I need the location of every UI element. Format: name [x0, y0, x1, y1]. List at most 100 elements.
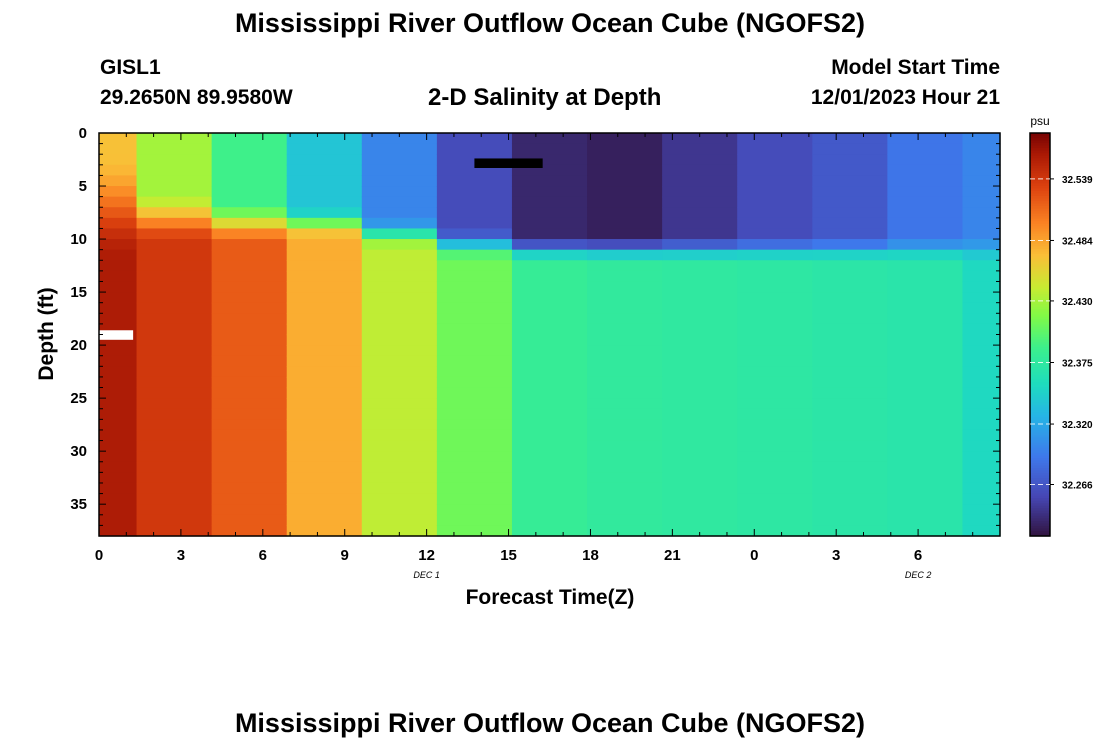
heatmap-cell — [99, 345, 138, 357]
colorbar-segment — [1030, 452, 1050, 456]
heatmap-cell — [136, 408, 213, 420]
heatmap-cell — [587, 249, 663, 261]
heatmap-cell — [737, 323, 813, 336]
colorbar-segment — [1030, 384, 1050, 388]
colorbar-segment — [1030, 480, 1050, 484]
heatmap-cell — [361, 398, 438, 410]
colorbar-unit-label: psu — [1030, 114, 1049, 128]
heatmap-cell — [662, 451, 738, 463]
heatmap-cell — [436, 292, 513, 304]
heatmap-cell — [587, 154, 663, 166]
colorbar-segment — [1030, 170, 1050, 174]
heatmap-cell — [587, 186, 663, 198]
heatmap-cell — [662, 175, 738, 187]
colorbar-segment — [1030, 478, 1050, 482]
heatmap-cell — [812, 249, 888, 261]
colorbar-segment — [1030, 505, 1050, 509]
heatmap-cell — [812, 451, 888, 463]
heatmap-cell — [511, 133, 588, 145]
colorbar-segment — [1030, 175, 1050, 179]
heatmap-cell — [136, 514, 213, 526]
colorbar-segment — [1030, 304, 1050, 308]
heatmap-cell — [361, 313, 438, 325]
heatmap-cell — [436, 260, 513, 272]
heatmap-cell — [511, 366, 588, 378]
colorbar-segment — [1030, 291, 1050, 295]
heatmap-cell — [587, 419, 663, 431]
heatmap-cell — [361, 228, 438, 240]
colorbar-segment — [1030, 203, 1050, 207]
heatmap-cell — [211, 143, 288, 155]
y-tick-label: 20 — [70, 337, 87, 354]
heatmap-cell — [887, 323, 964, 336]
colorbar-segment — [1030, 190, 1050, 195]
heatmap-cell — [361, 461, 438, 473]
colorbar-segment — [1030, 518, 1050, 522]
y-axis: 0 5 10 15 20 25 30 35 — [70, 125, 1000, 537]
colorbar-segment — [1030, 462, 1050, 467]
heatmap-cell — [737, 525, 813, 537]
heatmap-cell — [587, 493, 663, 505]
colorbar-segment — [1030, 442, 1050, 446]
heatmap-cell — [812, 143, 888, 155]
colorbar-segment — [1030, 233, 1050, 237]
heatmap-cell — [662, 408, 738, 420]
heatmap-cell — [436, 482, 513, 495]
heatmap-cell — [436, 440, 513, 452]
heatmap-cell — [436, 133, 513, 145]
colorbar-segment — [1030, 420, 1050, 424]
colorbar-segment — [1030, 269, 1050, 273]
heatmap-cell — [962, 217, 1001, 230]
colorbar-segment — [1030, 211, 1050, 215]
heatmap-cell — [211, 493, 288, 505]
heatmap-cell — [99, 302, 138, 314]
heatmap-cell — [812, 217, 888, 230]
heatmap-cell — [737, 451, 813, 463]
heatmap-cell — [361, 217, 438, 230]
heatmap-cell — [211, 429, 288, 442]
heatmap-cell — [587, 429, 663, 442]
x-date-label: DEC 1 — [413, 570, 440, 580]
x-tick-label: 0 — [95, 547, 103, 564]
colorbar-segment — [1030, 266, 1050, 270]
heatmap-cell — [962, 154, 1001, 166]
heatmap-cell — [737, 249, 813, 261]
heatmap-cell — [136, 525, 213, 537]
heatmap-cell — [99, 292, 138, 304]
heatmap-cell — [511, 334, 588, 346]
heatmap-cell — [511, 398, 588, 410]
heatmap-cell — [99, 504, 138, 516]
colorbar-segment — [1030, 357, 1050, 361]
heatmap-cell — [962, 334, 1001, 346]
heatmap-cell — [511, 387, 588, 399]
heatmap-cell — [436, 514, 513, 526]
colorbar-segment — [1030, 508, 1050, 512]
heatmap-cell — [136, 239, 213, 251]
heatmap-cell — [436, 525, 513, 537]
colorbar-segment — [1030, 377, 1050, 381]
colorbar-segment — [1030, 347, 1050, 351]
heatmap-cell — [737, 164, 813, 177]
heatmap-cell — [511, 419, 588, 431]
heatmap-cell — [136, 323, 213, 336]
heatmap-cell — [211, 376, 288, 389]
heatmap-cell — [211, 239, 288, 251]
colorbar-segment — [1030, 447, 1050, 451]
heatmap-cell — [286, 514, 363, 526]
heatmap-cell — [812, 302, 888, 314]
heatmap-cell — [737, 398, 813, 410]
heatmap-cell — [737, 175, 813, 187]
colorbar-segment — [1030, 223, 1050, 227]
colorbar-segment — [1030, 168, 1050, 172]
heatmap-cell — [286, 164, 363, 177]
heatmap-cell — [962, 482, 1001, 495]
x-date-label: DEC 2 — [905, 570, 932, 580]
colorbar-segment — [1030, 470, 1050, 474]
colorbar-segment — [1030, 193, 1050, 197]
heatmap-cell — [737, 408, 813, 420]
heatmap-cell — [511, 440, 588, 452]
heatmap-cell — [99, 429, 138, 442]
heatmap-cell — [99, 281, 138, 293]
heatmap-cell — [136, 217, 213, 230]
heatmap-cell — [286, 504, 363, 516]
